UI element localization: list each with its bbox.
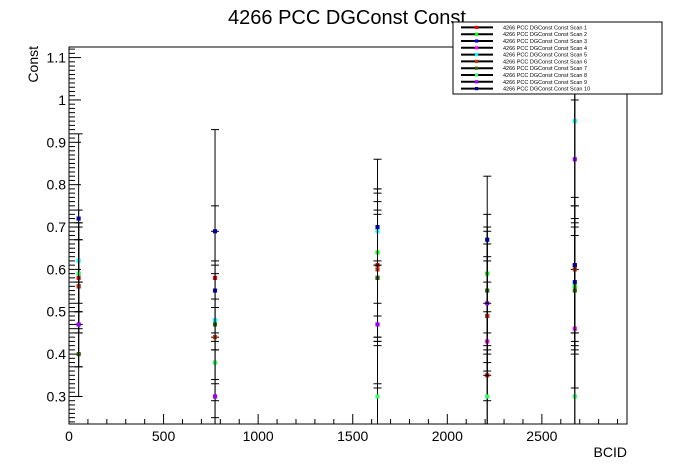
data-point [572, 263, 577, 268]
data-series [74, 46, 579, 424]
legend-label: 4266 PCC DGConst Const Scan 2 [503, 32, 587, 38]
legend-marker [475, 32, 479, 36]
data-point [485, 237, 490, 242]
x-axis-ticks: 0 500 1000 1500 2000 2500 [65, 414, 619, 444]
series-10 [74, 99, 579, 424]
x-tick-label: 1500 [337, 428, 368, 444]
data-point [485, 394, 490, 399]
data-point [76, 322, 81, 327]
legend-marker [475, 39, 479, 43]
legend-label: 4266 PCC DGConst Const Scan 8 [503, 73, 587, 79]
y-tick-label: 0.9 [47, 134, 67, 150]
legend-marker [475, 80, 479, 84]
chart-title: 4266 PCC DGConst Const [228, 7, 466, 29]
data-point [212, 229, 218, 234]
y-tick-label: 0.7 [47, 219, 67, 235]
x-tick-label: 0 [65, 428, 73, 444]
data-point [212, 394, 218, 399]
legend-marker [475, 25, 479, 29]
x-axis-label: BCID [594, 444, 627, 460]
data-point [76, 216, 81, 221]
y-tick-label: 1.1 [47, 50, 67, 66]
y-tick-label: 0.5 [47, 304, 67, 320]
legend-marker [475, 73, 479, 77]
y-tick-label: 0.6 [47, 261, 67, 277]
y-tick-label: 0.3 [47, 388, 67, 404]
y-tick-label: 0.8 [47, 177, 67, 193]
data-point [375, 224, 380, 230]
y-tick-label: 1 [58, 92, 66, 108]
legend-marker [475, 87, 479, 91]
legend-label: 4266 PCC DGConst Const Scan 3 [503, 39, 587, 45]
legend-marker [475, 53, 479, 57]
legend-label: 4266 PCC DGConst Const Scan 6 [503, 59, 587, 65]
legend-label: 4266 PCC DGConst Const Scan 5 [503, 53, 587, 59]
x-tick-label: 2500 [526, 428, 557, 444]
legend-marker [475, 59, 479, 63]
legend-label: 4266 PCC DGConst Const Scan 7 [503, 66, 587, 72]
legend-marker [475, 46, 479, 50]
legend-label: 4266 PCC DGConst Const Scan 1 [503, 25, 587, 31]
x-tick-label: 500 [152, 428, 176, 444]
y-tick-label: 0.4 [47, 346, 67, 362]
legend-marker [475, 66, 479, 70]
legend-label: 4266 PCC DGConst Const Scan 10 [503, 87, 590, 93]
data-point [375, 394, 380, 399]
legend-label: 4266 PCC DGConst Const Scan 4 [503, 46, 587, 52]
x-tick-label: 2000 [432, 428, 463, 444]
y-axis-ticks: 0.3 0.4 0.5 0.6 0.7 0.8 0.9 1 1.1 [47, 48, 81, 423]
y-axis-label: Const [25, 46, 41, 83]
legend-label: 4266 PCC DGConst Const Scan 9 [503, 80, 587, 86]
data-point [375, 322, 380, 327]
x-tick-label: 1000 [243, 428, 274, 444]
